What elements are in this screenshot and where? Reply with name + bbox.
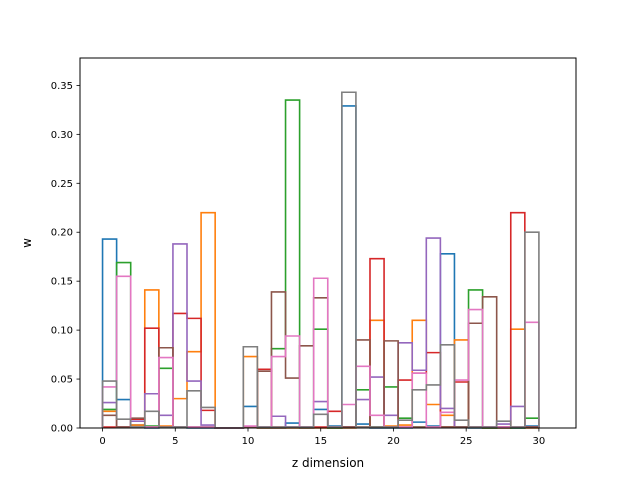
x-tick-label: 30 [533, 436, 546, 447]
y-tick-label: 0.00 [51, 424, 73, 435]
x-tick-label: 0 [99, 436, 105, 447]
series-8-step-line [101, 91, 540, 429]
y-tick-label: 0.30 [51, 130, 73, 141]
x-axis-label: z dimension [292, 456, 364, 470]
y-axis-label: w [20, 238, 34, 248]
y-tick-label: 0.35 [51, 81, 73, 92]
y-axis: 0.00 0.05 0.10 0.15 0.20 0.25 0.30 0.35 [51, 81, 80, 435]
y-tick-label: 0.05 [51, 375, 73, 386]
x-tick-label: 5 [172, 436, 178, 447]
x-tick-label: 15 [314, 436, 327, 447]
y-tick-label: 0.25 [51, 179, 73, 190]
x-axis: 0 5 10 15 20 25 30 [99, 428, 545, 447]
plot-frame [79, 57, 577, 429]
y-tick-label: 0.10 [51, 326, 73, 337]
x-tick-label: 10 [242, 436, 255, 447]
series-layer [101, 91, 540, 429]
series-7-step-line [101, 275, 540, 429]
x-tick-label: 25 [460, 436, 473, 447]
y-tick-label: 0.20 [51, 228, 73, 239]
y-tick-label: 0.15 [51, 277, 73, 288]
x-tick-label: 20 [387, 436, 400, 447]
